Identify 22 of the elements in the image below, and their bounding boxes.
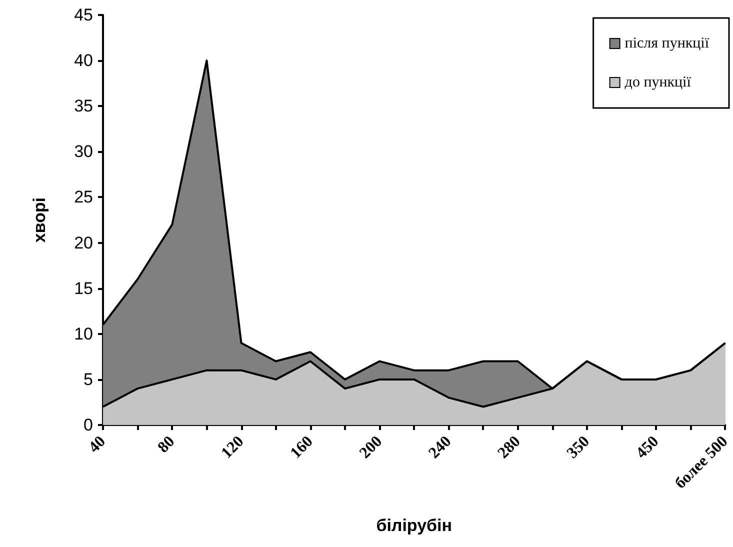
x-tick-label: 450 [633,432,662,462]
y-tick-label: 20 [74,233,93,252]
y-tick-label: 10 [74,324,93,344]
x-tick-label: 80 [154,432,178,456]
x-tick-label: 350 [564,432,593,462]
y-axis-title: хворі [30,197,49,243]
y-tick-label: 45 [74,6,93,24]
y-tick-label: 30 [74,142,93,162]
x-tick-label: 160 [287,432,316,462]
legend-label: після пункції [624,36,710,52]
x-tick-label: 200 [356,432,386,462]
y-tick-label: 5 [84,370,93,389]
legend-label: до пункції [624,74,692,90]
x-tick-label: 280 [494,432,524,462]
y-tick-label: 0 [84,416,93,434]
y-tick-label: 40 [74,51,93,70]
y-tick-label: 25 [74,188,93,207]
x-axis-title: білірубін [376,516,452,535]
x-tick-label: 120 [218,432,248,462]
x-tick-label: 240 [426,432,455,462]
y-tick-label: 35 [74,96,93,116]
y-tick-label: 15 [74,278,93,298]
